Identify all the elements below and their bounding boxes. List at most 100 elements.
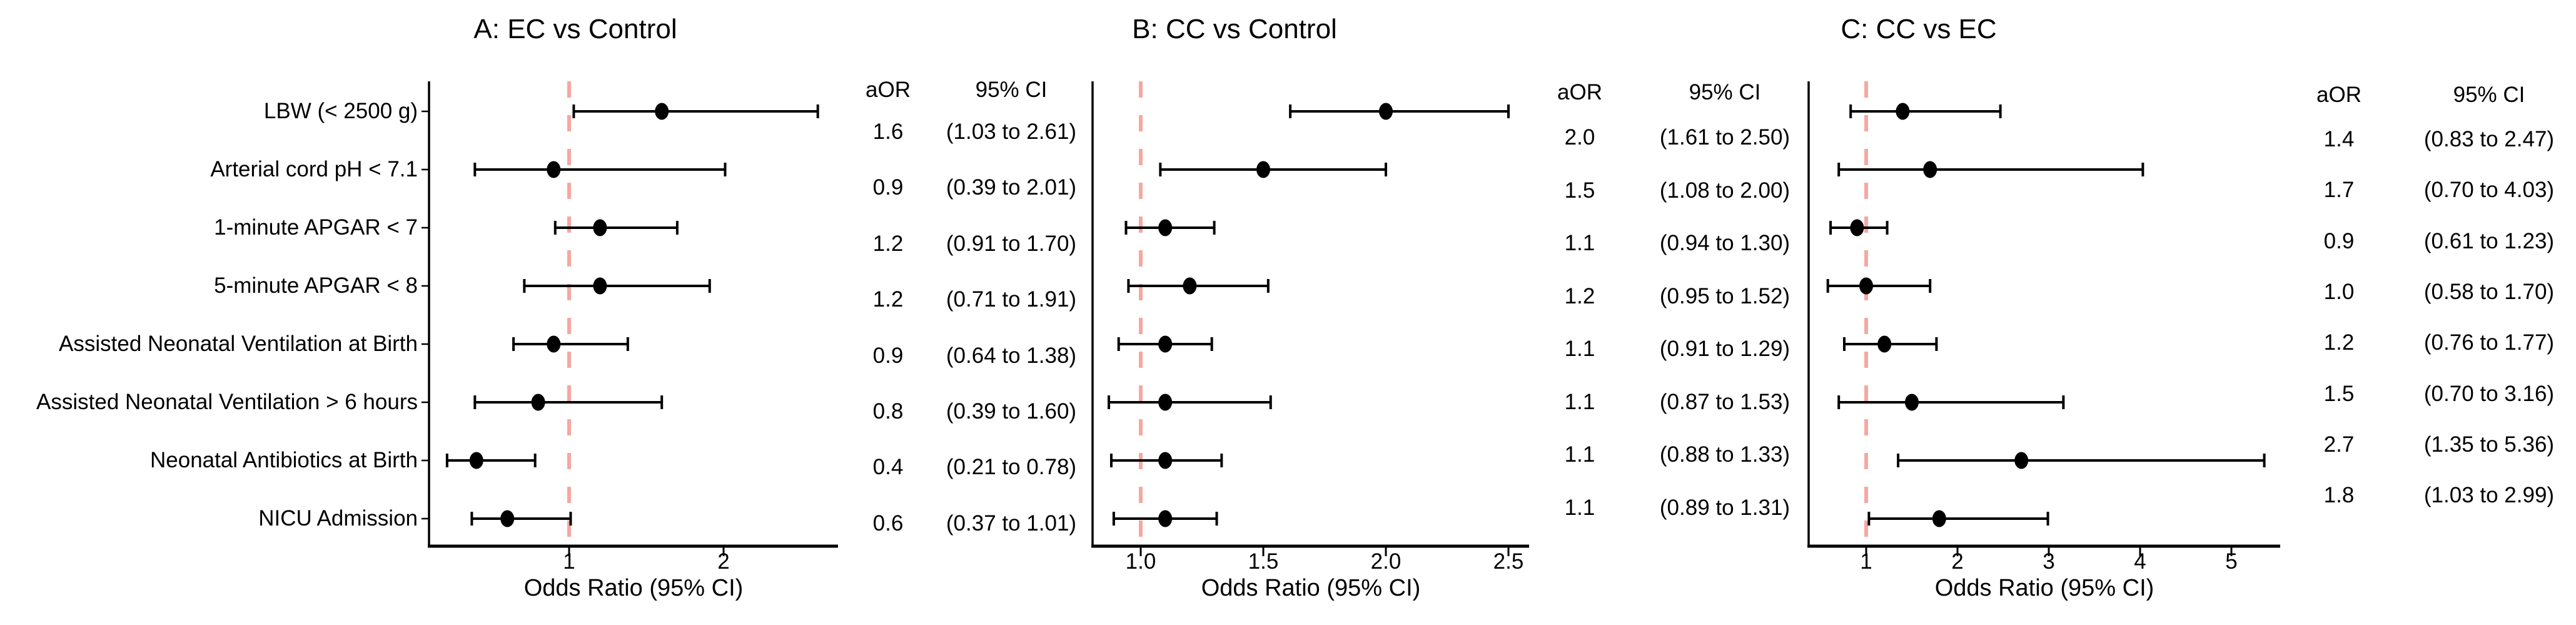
ci-value-B-7: (0.89 to 1.31) bbox=[1659, 495, 1791, 520]
ci-value-A-1: (0.39 to 2.01) bbox=[946, 175, 1077, 200]
row-label-3: 5-minute APGAR < 8 bbox=[214, 273, 418, 298]
panel-a-x-axis-title: Odds Ratio (95% CI) bbox=[523, 575, 744, 602]
point-estimate-marker-A-6 bbox=[469, 452, 483, 469]
aor-value-A-6: 0.4 bbox=[872, 455, 904, 480]
ci-value-C-2: (0.61 to 1.23) bbox=[2423, 228, 2555, 253]
aor-value-B-7: 1.1 bbox=[1564, 495, 1595, 520]
point-estimate-marker-B-6 bbox=[1158, 452, 1173, 469]
point-estimate-marker-A-5 bbox=[531, 394, 545, 411]
point-estimate-marker-C-6 bbox=[2014, 452, 2029, 469]
aor-value-C-1: 1.7 bbox=[2323, 178, 2355, 203]
row-label-1: Arterial cord pH < 7.1 bbox=[210, 156, 418, 181]
aor-value-B-2: 1.1 bbox=[1564, 230, 1595, 255]
row-label-4: Assisted Neonatal Ventilation at Birth bbox=[59, 331, 418, 356]
panel-b-aor-header: aOR bbox=[1557, 79, 1602, 104]
x-tick-label-B-2.5: 2.5 bbox=[1493, 549, 1524, 574]
point-estimate-marker-A-7 bbox=[500, 510, 515, 527]
aor-value-A-7: 0.6 bbox=[872, 511, 904, 536]
panel-c-ci-header: 95% CI bbox=[2453, 82, 2525, 107]
ci-value-A-2: (0.91 to 1.70) bbox=[946, 231, 1077, 256]
point-estimate-marker-C-5 bbox=[1905, 394, 1919, 411]
point-estimate-marker-B-5 bbox=[1158, 394, 1173, 411]
panel-c-title: C: CC vs EC bbox=[1841, 13, 1997, 44]
aor-value-C-2: 0.9 bbox=[2323, 228, 2355, 253]
x-tick-label-C-1: 1 bbox=[1860, 549, 1872, 574]
aor-value-B-5: 1.1 bbox=[1564, 389, 1595, 414]
panel-c-aor-header: aOR bbox=[2316, 82, 2361, 107]
ci-value-C-7: (1.03 to 2.99) bbox=[2423, 482, 2555, 507]
aor-value-A-0: 1.6 bbox=[872, 119, 904, 144]
row-label-0: LBW (< 2500 g) bbox=[263, 98, 418, 123]
aor-value-C-0: 1.4 bbox=[2323, 126, 2355, 151]
point-estimate-marker-C-1 bbox=[1923, 161, 1937, 178]
point-estimate-marker-C-4 bbox=[1877, 335, 1892, 353]
aor-value-C-5: 1.5 bbox=[2323, 381, 2355, 406]
x-tick-label-C-5: 5 bbox=[2225, 549, 2238, 574]
x-tick-label-C-3: 3 bbox=[2043, 549, 2055, 574]
point-estimate-marker-C-2 bbox=[1850, 219, 1864, 236]
x-tick-label-C-2: 2 bbox=[1951, 549, 1964, 574]
x-tick-label-C-4: 4 bbox=[2134, 549, 2146, 574]
ci-value-B-0: (1.61 to 2.50) bbox=[1659, 124, 1791, 150]
panel-a-title: A: EC vs Control bbox=[473, 13, 677, 44]
point-estimate-marker-B-3 bbox=[1183, 277, 1197, 295]
panel-c-x-axis-title: Odds Ratio (95% CI) bbox=[1934, 575, 2154, 602]
aor-value-C-4: 1.2 bbox=[2323, 330, 2355, 355]
ci-value-A-7: (0.37 to 1.01) bbox=[946, 511, 1077, 536]
ci-value-C-6: (1.35 to 5.36) bbox=[2423, 432, 2555, 457]
point-estimate-marker-A-3 bbox=[593, 277, 607, 295]
point-estimate-marker-A-4 bbox=[547, 335, 561, 353]
panel-b-ci-header: 95% CI bbox=[1689, 79, 1761, 104]
panel-a-ci-header: 95% CI bbox=[975, 77, 1048, 102]
point-estimate-marker-A-2 bbox=[593, 219, 607, 236]
row-label-6: Neonatal Antibiotics at Birth bbox=[149, 447, 418, 472]
point-estimate-marker-B-7 bbox=[1158, 510, 1173, 527]
aor-value-B-0: 2.0 bbox=[1564, 124, 1595, 150]
aor-value-B-3: 1.2 bbox=[1564, 283, 1595, 308]
aor-value-A-1: 0.9 bbox=[872, 175, 904, 200]
panel-b-x-axis-title: Odds Ratio (95% CI) bbox=[1201, 575, 1421, 602]
point-estimate-marker-C-0 bbox=[1896, 103, 1910, 120]
point-estimate-marker-A-0 bbox=[655, 103, 669, 120]
x-tick-label-B-1.5: 1.5 bbox=[1248, 549, 1279, 574]
ci-value-B-6: (0.88 to 1.33) bbox=[1659, 442, 1791, 467]
aor-value-A-4: 0.9 bbox=[872, 343, 904, 368]
point-estimate-marker-B-1 bbox=[1256, 161, 1270, 178]
ci-value-B-5: (0.87 to 1.53) bbox=[1659, 389, 1791, 414]
aor-value-C-7: 1.8 bbox=[2323, 482, 2355, 507]
ci-value-A-6: (0.21 to 0.78) bbox=[946, 455, 1077, 480]
x-tick-label-B-1.0: 1.0 bbox=[1125, 549, 1156, 574]
point-estimate-marker-B-4 bbox=[1158, 335, 1173, 353]
aor-value-B-4: 1.1 bbox=[1564, 336, 1595, 361]
row-label-7: NICU Admission bbox=[258, 506, 418, 531]
aor-value-C-6: 2.7 bbox=[2323, 432, 2355, 457]
point-estimate-marker-C-7 bbox=[1932, 510, 1946, 527]
x-tick-label-B-2.0: 2.0 bbox=[1370, 549, 1402, 574]
ci-value-A-0: (1.03 to 2.61) bbox=[946, 119, 1077, 144]
ci-value-B-3: (0.95 to 1.52) bbox=[1659, 283, 1791, 308]
aor-value-A-3: 1.2 bbox=[872, 287, 904, 312]
ci-value-C-5: (0.70 to 3.16) bbox=[2423, 381, 2555, 406]
aor-value-A-5: 0.8 bbox=[872, 399, 904, 424]
ci-value-C-4: (0.76 to 1.77) bbox=[2423, 330, 2555, 355]
ci-value-C-3: (0.58 to 1.70) bbox=[2423, 279, 2555, 304]
point-estimate-marker-A-1 bbox=[547, 161, 561, 178]
ci-value-C-1: (0.70 to 4.03) bbox=[2423, 178, 2555, 203]
row-label-5: Assisted Neonatal Ventilation > 6 hours bbox=[36, 389, 418, 414]
ci-value-B-1: (1.08 to 2.00) bbox=[1659, 178, 1791, 203]
x-tick-label-A-2: 2 bbox=[717, 549, 730, 574]
panel-b-title: B: CC vs Control bbox=[1132, 13, 1337, 44]
aor-value-A-2: 1.2 bbox=[872, 231, 904, 256]
panel-a-aor-header: aOR bbox=[866, 77, 911, 102]
ci-value-B-4: (0.91 to 1.29) bbox=[1659, 336, 1791, 361]
ci-value-A-3: (0.71 to 1.91) bbox=[946, 287, 1077, 312]
point-estimate-marker-C-3 bbox=[1859, 277, 1873, 295]
ci-value-A-4: (0.64 to 1.38) bbox=[946, 343, 1077, 368]
aor-value-C-3: 1.0 bbox=[2323, 279, 2355, 304]
aor-value-B-6: 1.1 bbox=[1564, 442, 1595, 467]
x-tick-label-A-1: 1 bbox=[563, 549, 575, 574]
point-estimate-marker-B-2 bbox=[1158, 219, 1173, 236]
ci-value-C-0: (0.83 to 2.47) bbox=[2423, 126, 2555, 151]
